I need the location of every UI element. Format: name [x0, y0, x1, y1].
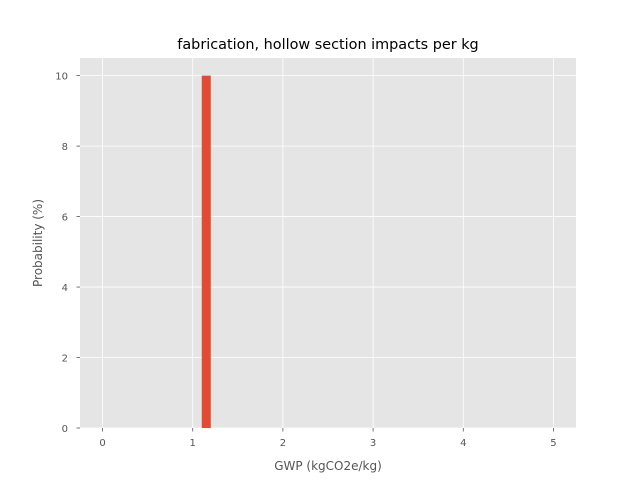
x-axis-label: GWP (kgCO2e/kg)	[274, 459, 382, 473]
y-tick-label: 4	[62, 283, 68, 294]
chart-title: fabrication, hollow section impacts per …	[177, 37, 478, 53]
y-tick-label: 2	[62, 354, 68, 365]
x-tick-label: 3	[370, 438, 376, 449]
y-tick-label: 0	[62, 424, 68, 435]
y-axis-ticks: 0 2 4 6 8 10	[55, 72, 80, 435]
x-tick-label: 0	[99, 438, 105, 449]
x-tick-label: 2	[280, 438, 286, 449]
x-tick-label: 1	[190, 438, 196, 449]
y-tick-label: 8	[62, 142, 68, 153]
x-axis-ticks: 0 1 2 3 4 5	[99, 428, 557, 449]
x-tick-label: 5	[550, 438, 556, 449]
y-tick-label: 10	[55, 72, 68, 83]
plot-background	[80, 58, 576, 428]
grid-lines	[80, 58, 576, 429]
histogram-bar	[201, 75, 211, 428]
y-axis-label: Probability (%)	[31, 199, 45, 287]
x-tick-label: 4	[460, 438, 466, 449]
bars	[201, 75, 211, 428]
y-tick-label: 6	[62, 213, 68, 224]
